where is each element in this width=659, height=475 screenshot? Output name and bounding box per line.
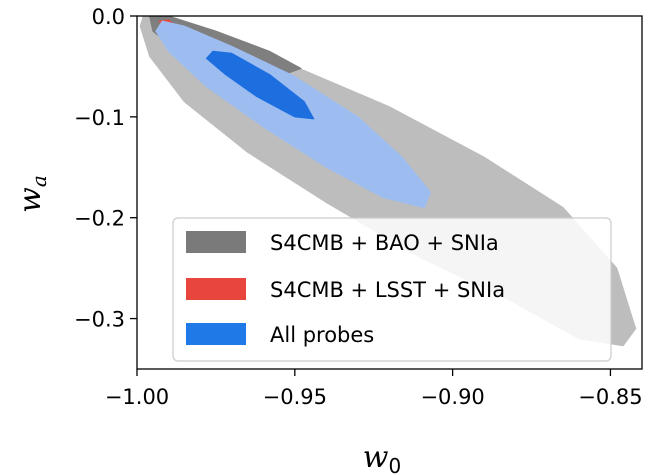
legend-label-all: All probes (270, 323, 374, 347)
y-axis: 0.0 −0.1 −0.2 −0.3 (74, 5, 137, 332)
y-tick-label: −0.3 (74, 308, 125, 332)
y-axis-label-main: w (13, 187, 48, 213)
x-tick-label: −1.00 (105, 385, 169, 409)
legend-box (172, 217, 612, 362)
y-tick-label: 0.0 (92, 5, 125, 29)
contour-series-2-level-1 (205, 50, 315, 120)
x-tick-label: −0.95 (263, 385, 327, 409)
y-tick-label: −0.2 (74, 207, 125, 231)
legend-label-bao: S4CMB + BAO + SNIa (270, 231, 499, 255)
x-axis-label-sub: 0 (388, 454, 401, 475)
legend-swatch-lsst (186, 278, 246, 300)
x-tick-label: −0.85 (578, 385, 642, 409)
x-tick-label: −0.90 (420, 385, 484, 409)
x-axis-label: w0 (363, 440, 401, 475)
x-axis-label-main: w (363, 440, 389, 475)
y-axis-label-sub: a (27, 175, 51, 187)
x-axis: −1.00 −0.95 −0.90 −0.85 (105, 369, 643, 409)
legend: S4CMB + BAO + SNIa S4CMB + LSST + SNIa A… (172, 217, 612, 362)
plot-frame (136, 15, 643, 370)
legend-label-lsst: S4CMB + LSST + SNIa (270, 278, 505, 302)
legend-swatch-all (186, 323, 246, 345)
y-axis-label: wa (13, 175, 51, 213)
legend-swatch-bao (186, 231, 246, 253)
y-tick-label: −0.1 (74, 106, 125, 130)
